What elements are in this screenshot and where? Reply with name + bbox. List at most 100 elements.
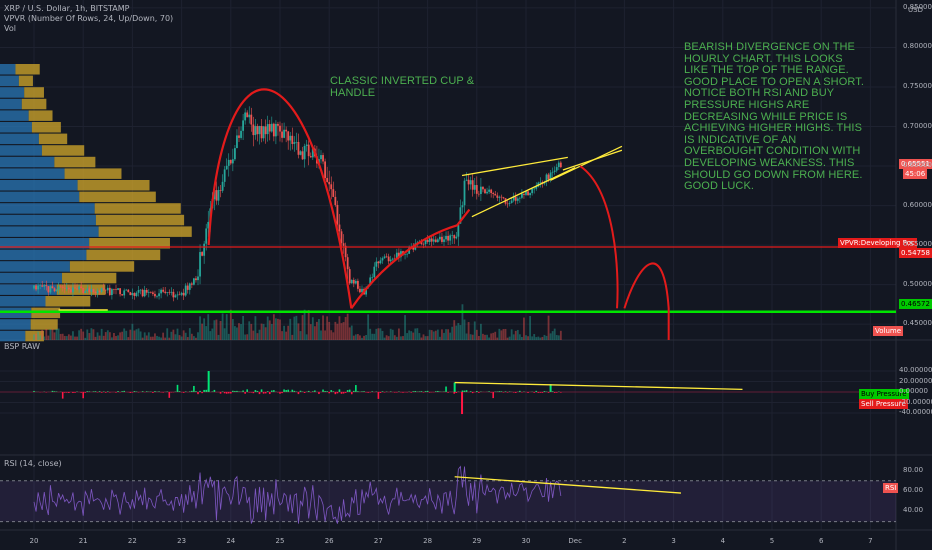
- candle-body: [45, 285, 48, 287]
- volume-bar: [363, 335, 365, 340]
- candle-body: [395, 252, 398, 259]
- candle-body: [92, 288, 95, 292]
- candle-body: [238, 135, 240, 138]
- candle-body: [57, 286, 60, 290]
- candle-body: [193, 278, 195, 285]
- rsi-band: [0, 480, 896, 522]
- cup-handle-note[interactable]: CLASSIC INVERTED CUP & HANDLE: [330, 75, 475, 99]
- volume-bar: [293, 316, 296, 340]
- volume-bar: [258, 329, 261, 340]
- bsp-bar: [469, 391, 472, 392]
- divergence-note[interactable]: BEARISH DIVERGENCE ON THE HOURLY CHART. …: [684, 41, 864, 193]
- candle-body: [123, 290, 126, 296]
- volume-bar: [391, 329, 394, 340]
- candle-body: [289, 135, 292, 141]
- volume-bar: [510, 329, 513, 340]
- volume-bar: [186, 337, 189, 340]
- volume-bar: [496, 337, 499, 340]
- volume-bar: [453, 320, 456, 340]
- candle-body: [275, 123, 277, 137]
- candle-body: [90, 288, 93, 292]
- rsi-line: [33, 465, 562, 524]
- volume-bar: [383, 337, 386, 340]
- candle-body: [88, 288, 91, 292]
- bsp-bar: [84, 392, 87, 393]
- candle-body: [340, 231, 343, 244]
- bsp-bar: [109, 392, 111, 393]
- bsp-pane-title[interactable]: BSP RAW: [4, 342, 40, 351]
- vp-down-row: [21, 98, 47, 110]
- bsp-tick-label: -40.00000: [899, 408, 932, 416]
- volume-bar: [172, 329, 175, 340]
- candle-body: [510, 200, 513, 203]
- bsp-bar: [348, 389, 351, 392]
- bsp-bar: [199, 390, 201, 392]
- candle-body: [338, 224, 341, 232]
- drawings-layer[interactable]: [0, 88, 896, 494]
- volume-bar: [543, 334, 546, 340]
- bsp-bar: [445, 386, 447, 392]
- volume-bar: [518, 334, 521, 340]
- volume-bar: [248, 321, 251, 340]
- candle-body: [557, 162, 560, 168]
- handle-curve: [350, 208, 471, 309]
- candle-body: [180, 292, 183, 295]
- candle-body: [84, 291, 87, 294]
- candle-body: [420, 241, 423, 244]
- volume-bar: [330, 330, 333, 340]
- candle-body: [197, 276, 199, 281]
- volume-bar: [307, 310, 310, 340]
- volume-bar: [229, 309, 232, 340]
- bsp-bar: [197, 392, 199, 395]
- bsp-bar: [336, 392, 339, 394]
- vol-indicator-label[interactable]: Vol: [4, 24, 16, 33]
- volume-bar: [188, 328, 191, 340]
- volume-bar: [313, 326, 316, 340]
- volume-bar: [311, 317, 314, 340]
- price-tick-label: 0.80000: [903, 42, 932, 51]
- candle-body: [336, 204, 339, 225]
- candle-body: [217, 190, 220, 201]
- bsp-bar: [541, 392, 544, 393]
- volume-bar: [168, 337, 171, 340]
- candle-body: [447, 235, 449, 241]
- vpvr-indicator-label[interactable]: VPVR (Number Of Rows, 24, Up/Down, 70): [4, 14, 174, 23]
- volume-bar: [357, 334, 359, 340]
- candle-body: [428, 238, 431, 242]
- bsp-bar: [307, 390, 310, 392]
- candle-body: [219, 190, 222, 191]
- bsp-bar: [418, 391, 421, 392]
- price-tick-label: 0.70000: [903, 121, 932, 130]
- volume-bar: [498, 328, 501, 340]
- time-tick-label: 27: [373, 537, 383, 545]
- bsp-bar: [535, 390, 538, 392]
- volume-bar: [51, 329, 54, 340]
- bsp-tick-label: -20.00000: [899, 397, 932, 406]
- candle-body: [539, 181, 542, 183]
- volume-bar: [86, 329, 89, 340]
- bsp-bar: [205, 389, 207, 392]
- volume-bar: [139, 331, 142, 340]
- volume-bar: [291, 334, 294, 340]
- time-tick-label: 6: [818, 537, 824, 545]
- buy-pressure-tag: Buy Pressure: [859, 389, 909, 399]
- bsp-bar: [471, 392, 474, 394]
- vp-up-row: [0, 203, 95, 214]
- candle-body: [324, 161, 326, 179]
- bsp-bar: [264, 392, 267, 394]
- bsp-bar: [72, 392, 74, 393]
- rsi-pane-title[interactable]: RSI (14, close): [4, 459, 62, 468]
- candle-body: [502, 197, 505, 199]
- candle-body: [391, 258, 394, 260]
- vp-up-row: [0, 75, 19, 87]
- symbol-title[interactable]: XRP / U.S. Dollar, 1h, BITSTAMP: [4, 4, 130, 13]
- candle-body: [535, 186, 538, 189]
- candle-body: [359, 288, 361, 293]
- candle-body: [531, 188, 534, 194]
- volume-bar: [525, 335, 527, 340]
- vp-up-row: [0, 296, 46, 307]
- candle-body: [371, 277, 374, 278]
- volume-bar: [88, 333, 91, 340]
